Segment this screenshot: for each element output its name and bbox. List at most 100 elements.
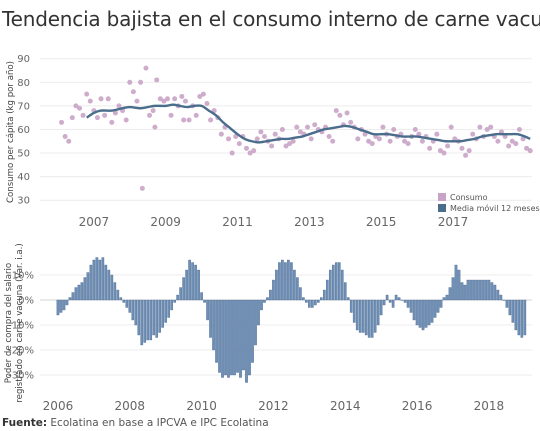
salary-bar xyxy=(484,279,488,301)
consumo-point xyxy=(463,152,469,158)
legend-label-consumo: Consumo xyxy=(450,193,488,202)
salary-bar xyxy=(433,299,437,318)
salary-bar xyxy=(116,289,120,301)
consumo-point xyxy=(233,134,239,140)
consumo-point xyxy=(330,138,336,144)
source-label: Fuente: xyxy=(2,417,48,429)
salary-bar xyxy=(439,299,443,308)
salary-bar xyxy=(305,299,308,303)
consumo-point xyxy=(152,124,158,130)
top-gridlines xyxy=(40,58,532,201)
consumo-point xyxy=(143,65,149,71)
top-x-tick: 2013 xyxy=(294,215,325,229)
salary-bar xyxy=(331,264,335,301)
salary-bar xyxy=(346,297,350,301)
salary-bar xyxy=(523,299,527,336)
consumo-point xyxy=(380,124,386,130)
salary-bar xyxy=(203,299,206,303)
salary-bar xyxy=(379,299,383,316)
salary-bar xyxy=(460,282,464,301)
salary-bar xyxy=(376,299,380,326)
salary-bar xyxy=(394,294,398,301)
top-x-tick: 2011 xyxy=(222,215,253,229)
consumo-point xyxy=(247,150,253,156)
salary-bar xyxy=(110,274,114,301)
salary-bar xyxy=(89,264,93,301)
consumo-point xyxy=(179,93,185,99)
consumo-point xyxy=(305,124,311,130)
consumo-point xyxy=(419,138,425,144)
bottom-x-tick: 2018 xyxy=(474,399,505,413)
consumo-point xyxy=(344,110,350,116)
bottom-y-tick: 10% xyxy=(12,271,34,282)
salary-bar xyxy=(269,289,272,301)
consumo-point xyxy=(366,138,372,144)
salary-bar xyxy=(155,299,159,338)
bottom-x-tick: 2006 xyxy=(43,399,74,413)
salary-bar xyxy=(272,279,275,301)
consumo-point xyxy=(272,131,278,137)
salary-bar xyxy=(472,279,476,301)
salary-bar xyxy=(245,299,248,383)
salary-bar xyxy=(514,299,518,331)
salary-bar xyxy=(487,279,491,301)
salary-bar xyxy=(328,269,332,301)
consumo-point xyxy=(200,91,206,97)
top-y-tick: 80 xyxy=(17,78,30,89)
salary-bar xyxy=(59,299,63,313)
legend-swatch-consumo xyxy=(438,193,446,201)
chart-title: Tendencia bajista en el consumo interno … xyxy=(2,7,540,31)
salary-bar xyxy=(403,299,407,303)
consumo-point xyxy=(445,143,451,149)
salary-bar xyxy=(74,287,78,301)
consumo-point xyxy=(348,119,354,125)
consumo-point xyxy=(94,115,100,121)
consumo-point xyxy=(527,148,533,154)
consumo-point xyxy=(123,117,129,123)
moving-average-line xyxy=(86,103,531,144)
salary-bar xyxy=(134,299,138,326)
salary-bar xyxy=(469,279,473,301)
salary-bar xyxy=(466,279,470,301)
salary-bar xyxy=(319,297,323,301)
salary-bar xyxy=(101,257,105,301)
salary-bar xyxy=(499,294,503,301)
salary-bar xyxy=(334,262,338,301)
consumo-point xyxy=(73,103,79,109)
consumo-point xyxy=(77,105,83,111)
salary-bar xyxy=(340,269,344,301)
consumo-point xyxy=(147,112,153,118)
salary-bar xyxy=(248,299,251,376)
consumo-point xyxy=(495,138,501,144)
salary-bar xyxy=(176,294,179,301)
consumo-point xyxy=(376,136,382,142)
legend-label-media-movil: Media móvil 12 meses xyxy=(450,203,540,213)
salary-bar xyxy=(128,299,132,313)
consumo-point xyxy=(337,112,343,118)
salary-bar xyxy=(311,299,314,308)
salary-bar xyxy=(302,297,305,301)
salary-bar xyxy=(308,299,311,308)
bottom-y-tick: 0% xyxy=(18,296,34,307)
salary-bar xyxy=(182,277,185,301)
bottom-y-tick: -10% xyxy=(8,321,34,332)
consumo-point xyxy=(402,138,408,144)
salary-bar xyxy=(296,277,299,301)
consumo-point xyxy=(477,124,483,130)
bottom-y-tick: -20% xyxy=(8,346,34,357)
consumo-point xyxy=(182,98,188,104)
salary-bar xyxy=(421,299,425,331)
salary-bar xyxy=(179,287,182,301)
salary-bar xyxy=(278,262,281,301)
consumo-point xyxy=(524,145,530,151)
salary-bar xyxy=(412,299,416,321)
salary-bar xyxy=(445,294,449,301)
consumo-point xyxy=(229,150,235,156)
consumo-point xyxy=(134,98,140,104)
salary-bar xyxy=(71,292,75,301)
salary-bar xyxy=(257,299,260,326)
salary-bar xyxy=(113,282,117,301)
top-x-tick: 2017 xyxy=(438,215,469,229)
bottom-y-tick: -30% xyxy=(8,371,34,382)
